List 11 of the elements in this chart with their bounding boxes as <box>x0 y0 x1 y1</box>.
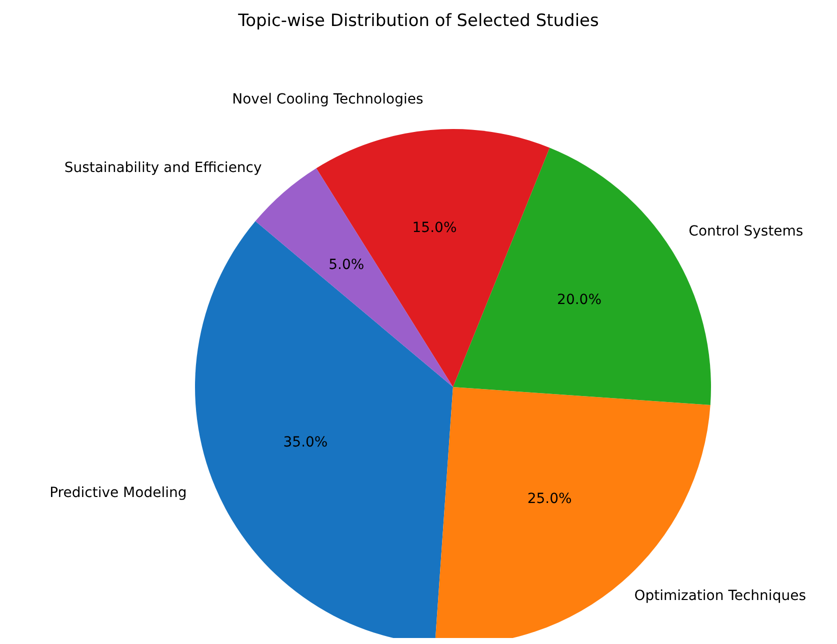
chart-title: Topic-wise Distribution of Selected Studies <box>237 10 600 33</box>
slice-label: Optimization Techniques <box>634 588 806 604</box>
data-label: 35.0% <box>283 434 328 450</box>
slice-label: Control Systems <box>688 224 804 240</box>
data-label: 20.0% <box>557 292 602 308</box>
data-label: 5.0% <box>328 257 364 274</box>
slice-label: Novel Cooling Technologies <box>232 91 424 108</box>
data-label: 15.0% <box>412 220 457 236</box>
slice-label: Sustainability and Efficiency <box>64 160 262 176</box>
slice-label: Predictive Modeling <box>50 484 187 501</box>
data-label: 25.0% <box>527 490 572 507</box>
